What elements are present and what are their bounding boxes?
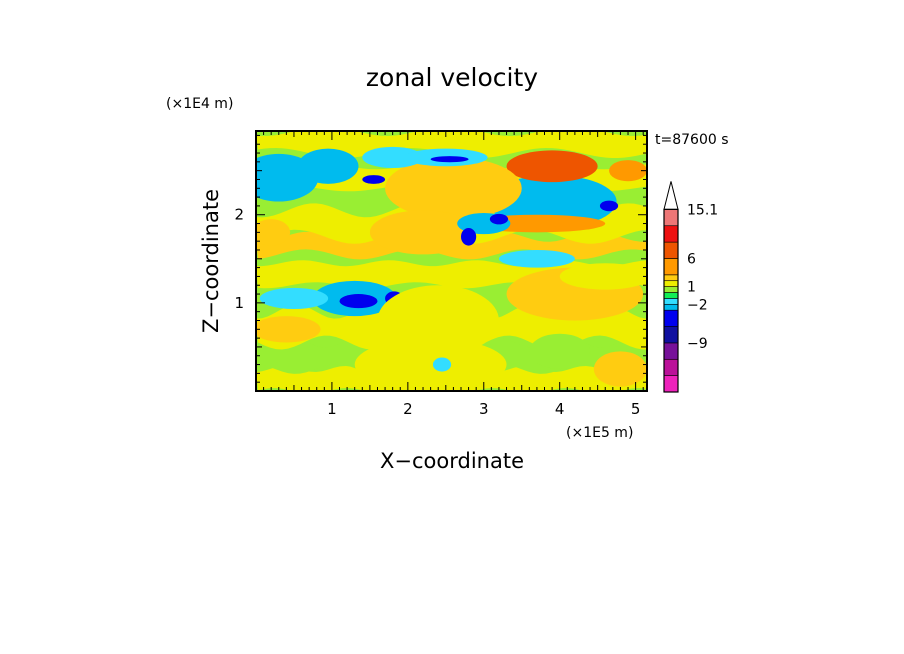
contour-region [460,227,477,246]
x-tick-label: 1 [327,400,337,418]
colorbar-segment [663,298,679,305]
colorbar-segment [663,258,679,276]
x-tick-label: 5 [631,400,641,418]
y-tick-label: 1 [234,294,244,312]
contour-region [259,287,329,310]
chart-title: zonal velocity [366,63,538,92]
colorbar-max-arrow [663,181,679,210]
colorbar-segment [663,342,679,360]
colorbar-label: 6 [687,251,696,267]
y-axis-title: Z−coordinate [199,189,223,333]
time-label: t=87600 s [655,132,729,148]
contour-region [489,213,509,225]
contour-region [297,148,359,184]
x-axis: 1 2 3 4 5 [263,131,644,418]
contour-region [432,357,452,372]
colorbar-segment [663,225,679,243]
y-tick-label: 2 [234,206,244,224]
contour-region [354,338,507,391]
colorbar-segment [663,309,679,327]
contour-region [506,150,598,183]
x-multiplier-label: (×1E5 m) [566,425,633,441]
x-axis-title: X−coordinate [380,449,524,473]
x-tick-label: 4 [555,400,565,418]
contour-region [599,200,619,212]
y-axis: 12 [234,134,647,383]
contour-region [385,157,522,220]
contour-region [339,294,378,309]
contour-region [593,351,647,387]
colorbar-segment [663,274,679,282]
contour-region [256,316,321,343]
y-multiplier-label: (×1E4 m) [166,96,233,112]
colorbar: 15.1 6 1−2 −9 [663,181,718,393]
colorbar-segment [663,326,679,344]
contour-region [256,219,291,246]
colorbar-label: 15.1 [687,202,718,218]
colorbar-frame [663,208,679,393]
contour-region [377,285,499,356]
contour-region [362,146,424,169]
contour-region [369,210,477,255]
x-tick-label: 3 [479,400,489,418]
colorbar-label: −2 [687,297,708,313]
colorbar-segment [663,375,679,393]
colorbar-segment [663,209,679,227]
contour-region [529,333,591,369]
plot-frame [255,130,648,392]
colorbar-label: 1 [687,280,696,296]
contour-region [498,249,575,268]
contour-region [559,263,647,290]
colorbar-segment [663,358,679,376]
colorbar-segment [663,241,679,259]
contour-region [430,156,469,163]
contour-region [609,160,647,182]
colorbar-segment [663,292,679,299]
colorbar-segment [663,286,679,293]
contour-band [256,131,647,159]
colorbar-segment [663,303,679,311]
x-tick-label: 2 [403,400,413,418]
colorbar-label: −9 [687,336,708,352]
contour-field [256,131,647,391]
contour-region [362,175,386,184]
colorbar-segment [663,280,679,287]
